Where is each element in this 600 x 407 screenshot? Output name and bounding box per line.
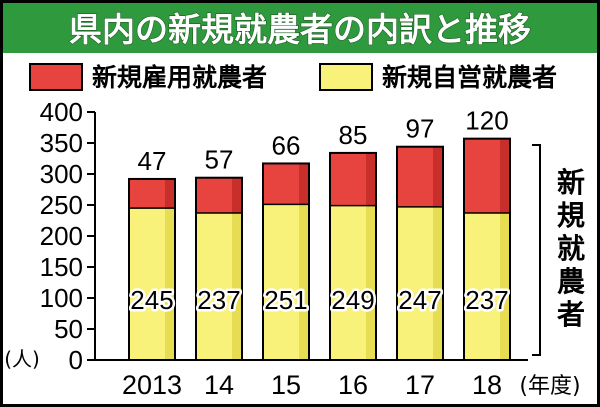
y-tick-label: 350 — [40, 128, 83, 158]
side-bracket — [532, 144, 541, 356]
bar-employed-shade — [165, 178, 175, 209]
legend-label-employed: 新規雇用就農者 — [92, 63, 267, 92]
bar-self-shade — [433, 206, 443, 360]
bar-employed-shade — [299, 163, 309, 205]
side-label-char: 農 — [557, 265, 585, 298]
bar-label-self: 251 — [264, 285, 307, 315]
side-label: 新規就農者 — [557, 166, 585, 331]
bar-self-shade — [165, 208, 175, 360]
legend-label-self: 新規自営就農者 — [382, 63, 557, 92]
side-label-char: 就 — [557, 232, 585, 265]
bar-label-self: 237 — [197, 285, 240, 315]
bar-employed-shade — [366, 152, 376, 206]
legend-swatch-employed — [29, 63, 83, 91]
chart-title: 県内の新規就農者の内訳と推移 — [69, 10, 531, 49]
y-tick-label: 400 — [40, 97, 83, 127]
bar-label-self: 245 — [130, 285, 173, 315]
side-label-char: 者 — [557, 298, 585, 331]
bar-group: 57 237 — [195, 145, 243, 361]
bar-label-employed: 120 — [465, 106, 508, 136]
bar-label-self: 249 — [331, 285, 374, 315]
legend: 新規雇用就農者 新規自営就農者 — [29, 63, 557, 92]
y-tick-label: 250 — [40, 190, 83, 220]
bar-employed-shade — [433, 146, 443, 207]
bar-self-shade — [500, 213, 510, 360]
legend-swatch-self — [319, 63, 373, 91]
bars: 47 245 57 237 66 251 85 249 97 247 120 237 — [128, 106, 511, 361]
title-band — [3, 3, 597, 53]
bar-self-shade — [299, 204, 309, 360]
bar-label-employed: 85 — [339, 120, 368, 150]
side-label-char: 規 — [557, 199, 585, 232]
y-tick-label: 100 — [40, 283, 83, 313]
bar-employed-shade — [232, 177, 242, 214]
bar-label-self: 237 — [465, 285, 508, 315]
x-tick-label: 15 — [271, 370, 301, 400]
y-tick-label: 0 — [69, 345, 83, 375]
x-tick-label: 2013 — [122, 370, 182, 400]
x-tick-label: 14 — [204, 370, 234, 400]
bar-group: 47 245 — [128, 146, 176, 361]
bar-self-shade — [232, 213, 242, 360]
y-tick-label: 300 — [40, 159, 83, 189]
bar-label-self: 247 — [398, 285, 441, 315]
bar-label-employed: 97 — [406, 114, 435, 144]
bar-group: 85 249 — [329, 120, 377, 361]
bar-group: 120 237 — [463, 106, 511, 361]
bar-self-shade — [366, 205, 376, 360]
x-tick-label: 16 — [338, 370, 368, 400]
bar-employed-shade — [500, 138, 510, 214]
y-tick-label: 50 — [54, 314, 83, 344]
bar-group: 97 247 — [396, 114, 444, 361]
bar-label-employed: 66 — [272, 130, 301, 160]
y-unit-label: (人) — [4, 347, 40, 371]
y-tick-label: 200 — [40, 221, 83, 251]
bar-label-employed: 57 — [205, 145, 234, 175]
x-axis: 2013 14 15 16 17 18 — [95, 359, 528, 400]
x-tick-label: 18 — [472, 370, 502, 400]
x-unit-label: (年度) — [519, 374, 580, 399]
y-tick-label: 150 — [40, 252, 83, 282]
x-tick-label: 17 — [405, 370, 435, 400]
bar-label-employed: 47 — [138, 146, 167, 176]
bar-group: 66 251 — [262, 130, 310, 361]
side-label-char: 新 — [557, 166, 585, 199]
